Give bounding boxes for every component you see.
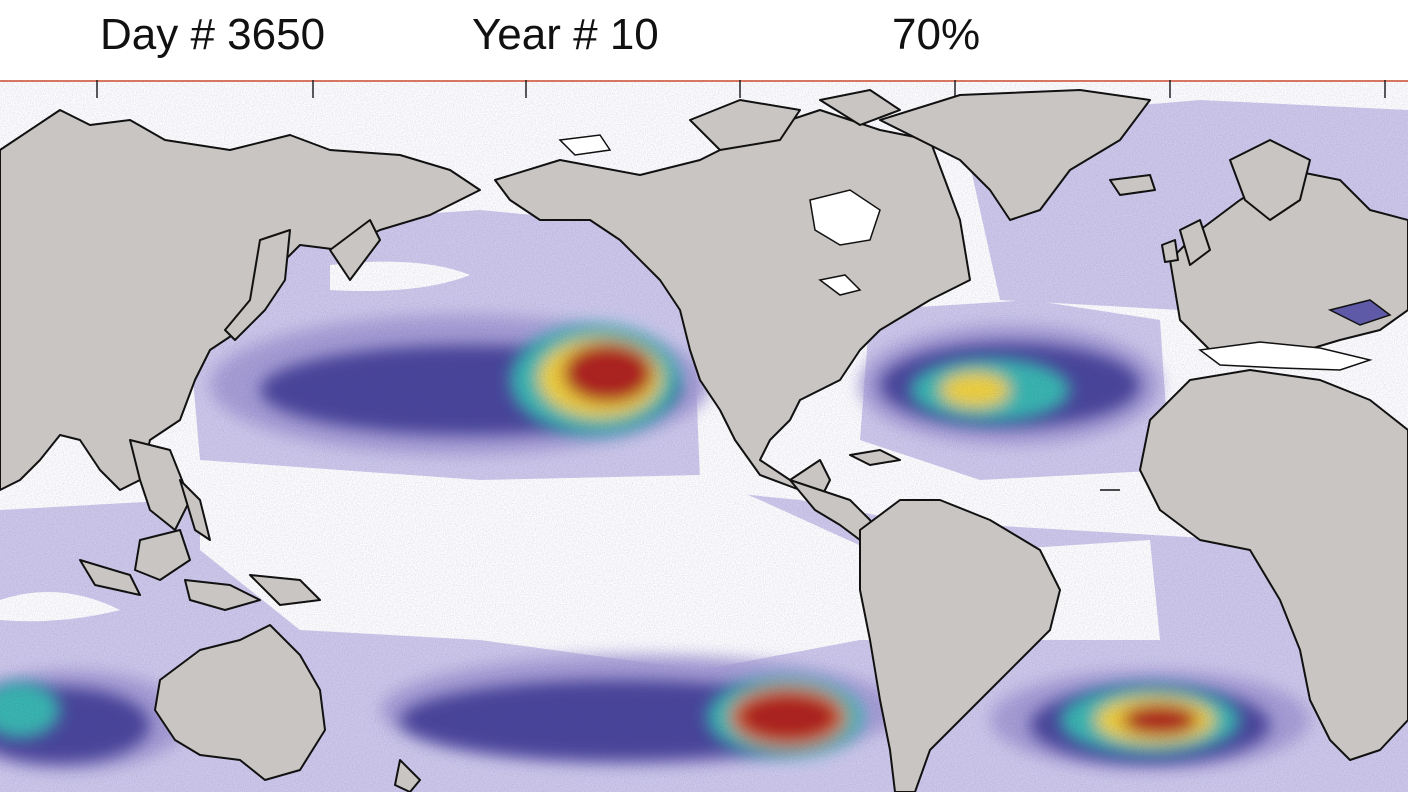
lakes	[558, 134, 881, 296]
scandinavia	[1229, 139, 1311, 221]
greenland	[879, 89, 1151, 221]
hudson-bay	[809, 189, 881, 246]
mediterranean-sea	[1198, 341, 1373, 371]
continents	[0, 89, 1408, 792]
indonesia	[134, 529, 191, 581]
debris-density-map	[0, 80, 1408, 792]
year-counter: Year # 10	[472, 10, 659, 59]
day-counter: Day # 3650	[100, 10, 326, 59]
japan	[224, 229, 291, 341]
black-sea	[1327, 299, 1392, 326]
world-map	[0, 80, 1408, 792]
africa	[1139, 369, 1408, 761]
australia	[154, 624, 326, 781]
inland-seas	[1100, 299, 1392, 491]
map-header: Day # 3650 Year # 10 70%	[0, 0, 1408, 80]
south-america	[859, 499, 1061, 792]
percent-indicator: 70%	[892, 10, 981, 59]
